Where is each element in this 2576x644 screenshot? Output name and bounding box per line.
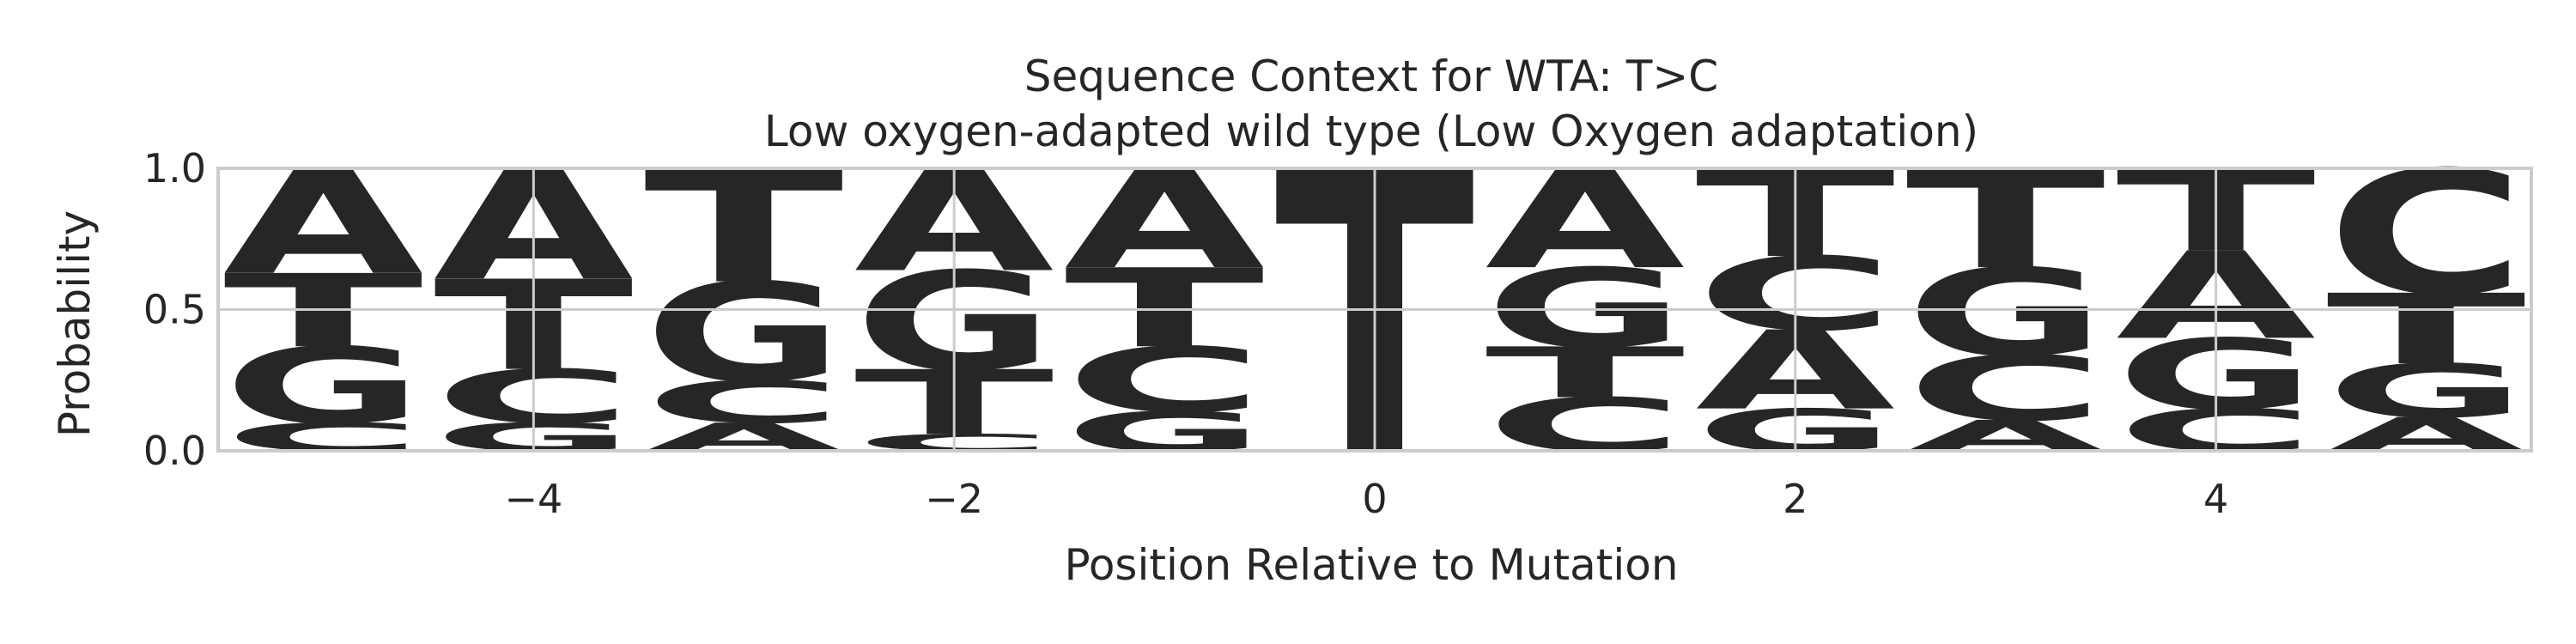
logo-letter-T: T	[1485, 333, 1686, 414]
logo-letter-C: C	[2326, 136, 2526, 333]
logo-letter-T: T	[1905, 142, 2106, 300]
plot-frame	[216, 167, 2533, 453]
logo-letter-C: C	[1485, 382, 1686, 468]
x-tick-label: 4	[2203, 476, 2228, 522]
logo-letter-A: A	[1065, 142, 1265, 300]
x-axis-label: Position Relative to Mutation	[1064, 540, 1678, 590]
y-tick-label: 0.5	[143, 287, 206, 333]
logo-letter-G: G	[2326, 349, 2526, 434]
logo-letter-C: C	[223, 415, 423, 459]
axis-ticks: −4 −2 0 2 4 0.0 0.5 1.0	[143, 145, 2228, 522]
logo-letter-G: G	[1905, 244, 2105, 384]
logo-letter-A: A	[2326, 408, 2526, 462]
logo-letter-T: T	[644, 138, 845, 318]
logo-letter-T: T	[223, 253, 423, 370]
logo-letter-G: G	[644, 255, 844, 413]
x-tick-label: −4	[504, 476, 562, 522]
logo-letter-A: A	[1485, 142, 1686, 300]
logo-letter-A: A	[223, 140, 423, 307]
x-tick-label: 2	[1783, 476, 1807, 522]
chart-title: Sequence Context for WTA: T>C	[1024, 52, 1718, 101]
x-tick-label: 0	[1362, 476, 1387, 522]
x-tick-label: −2	[925, 476, 983, 522]
logo-letter-C: C	[644, 369, 844, 437]
y-axis-label: Probability	[50, 210, 100, 437]
logo-letter-T: T	[2326, 273, 2526, 386]
y-tick-label: 1.0	[143, 145, 206, 191]
logo-letter-G: G	[1065, 401, 1265, 464]
logo-letter-G: G	[223, 326, 423, 447]
logo-letter-C: C	[1065, 329, 1265, 433]
y-tick-label: 0.0	[143, 428, 206, 474]
chart-subtitle: Low oxygen-adapted wild type (Low Oxygen…	[764, 106, 1978, 156]
logo-letter-C: C	[1905, 337, 2105, 441]
logo-letter-A: A	[1905, 411, 2105, 461]
